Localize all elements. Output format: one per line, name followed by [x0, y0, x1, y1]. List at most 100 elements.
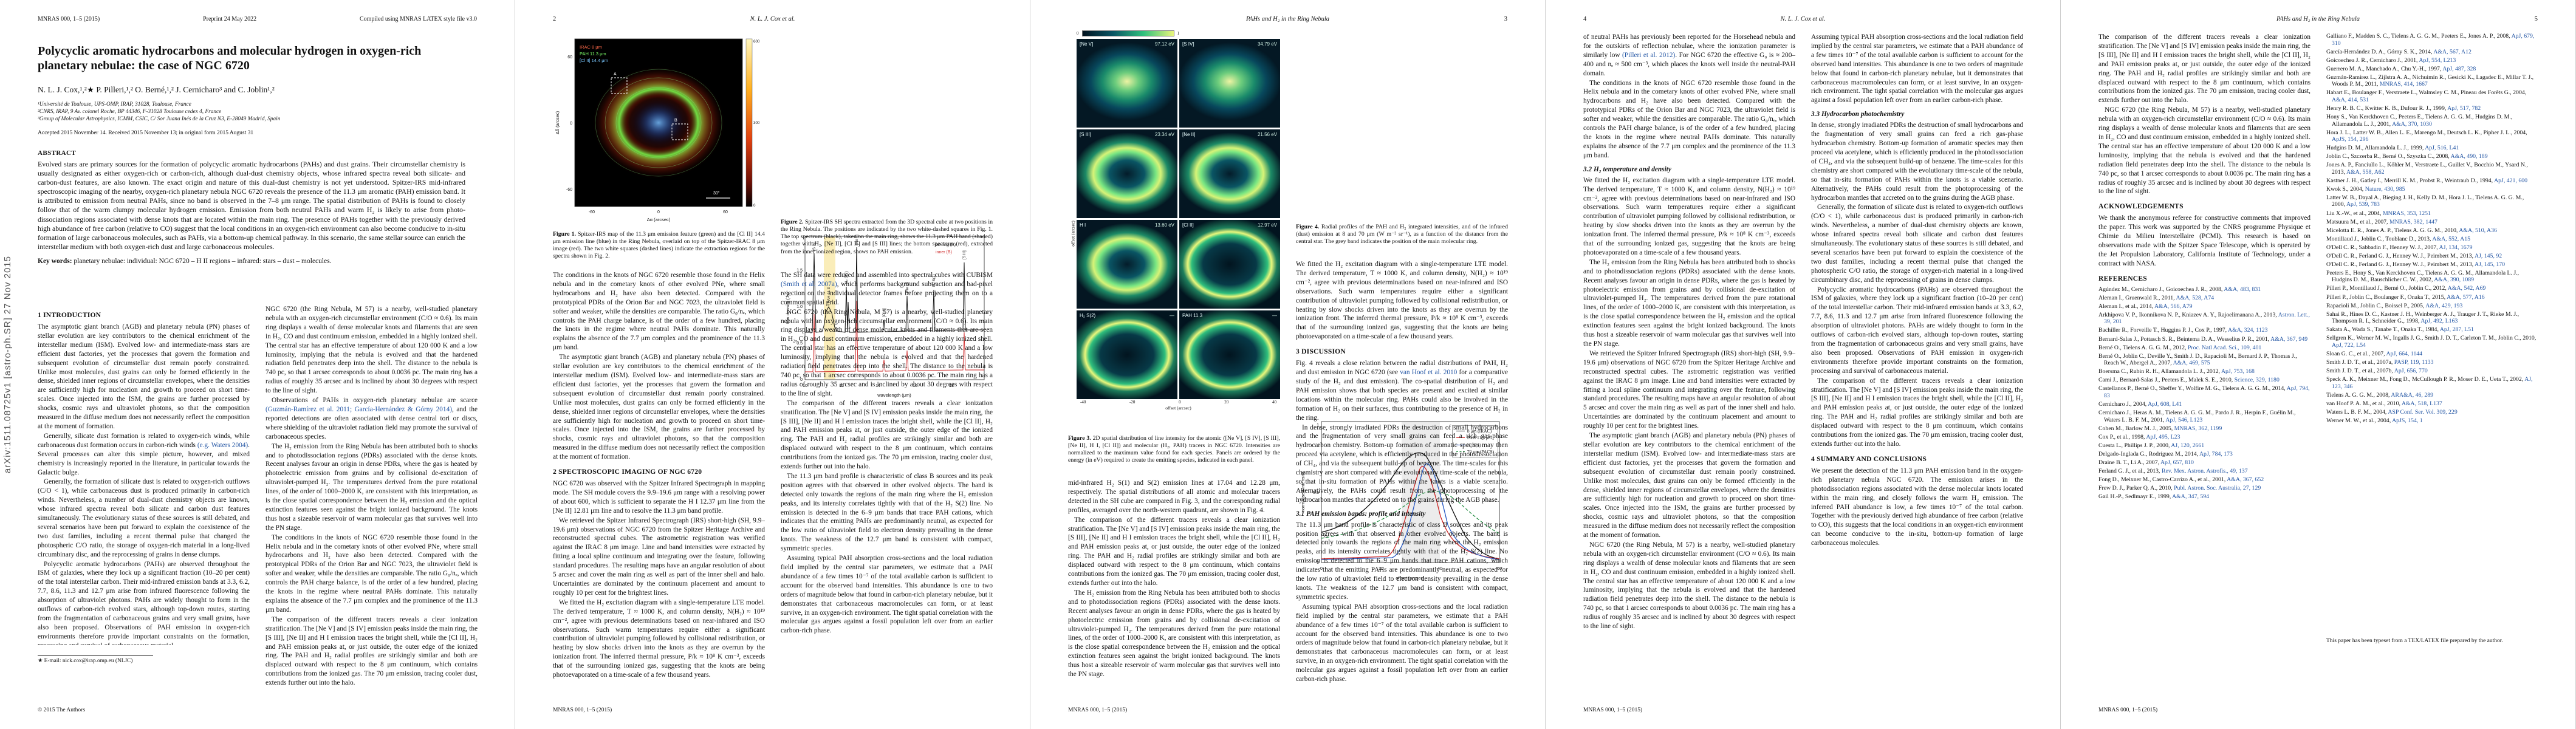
reference-journal-link[interactable]: ApJ, 287, L51: [2439, 326, 2474, 334]
citation-link[interactable]: van Hoof et al. 2010: [1400, 369, 1458, 377]
reference-journal-link[interactable]: ApJ, 554, L213: [2419, 56, 2456, 64]
body-paragraph: The comparison of the different tracers …: [2098, 33, 2311, 104]
reference-journal-link[interactable]: A&A, 324, 1123: [2228, 327, 2268, 334]
reference-authors: Rapacioli M., Joblin C., Boissel P., 200…: [2326, 302, 2425, 309]
reference-journal-link[interactable]: ApJ, 539, 783: [2346, 201, 2380, 208]
reference-journal-link[interactable]: A&A, 367, 652: [2227, 476, 2264, 483]
reference-authors: Liu X.-W., et al., 2004,: [2326, 210, 2382, 217]
reference-journal-link[interactable]: ApJ, 608, L41: [2148, 400, 2182, 408]
reference-entry: Arkhipova V. P., Ikonnikova N. P., Kniaz…: [2098, 312, 2311, 326]
reference-journal-link[interactable]: MNRAS, 362, 1199: [2174, 425, 2222, 432]
reference-journal-link[interactable]: A&A, 558, A62: [2346, 168, 2385, 176]
reference-journal-link[interactable]: ApJ, 722, L54: [2332, 341, 2366, 349]
reference-journal-link[interactable]: MNRAS, 353, 1251: [2382, 210, 2431, 217]
body-paragraph: mid-infrared H₂ S(1) and S(2) emission l…: [1068, 479, 1280, 514]
reference-journal-link[interactable]: ApJ, 517, 782: [2447, 104, 2481, 112]
reference-journal-link[interactable]: Proc. Natl Acad. Sci., 109, 401: [2187, 344, 2262, 351]
citation-link[interactable]: (Pilleri et al. 2012): [1622, 51, 1676, 59]
line-label: [S III]: [962, 250, 967, 259]
reference-journal-link[interactable]: A&A, 370, 1030: [2392, 120, 2432, 128]
reference-journal-link[interactable]: A&A, 347, 594: [2172, 493, 2210, 500]
x-tick: 60: [1497, 567, 1502, 571]
reference-journal-link[interactable]: A&A, 552, A15: [2432, 235, 2470, 242]
reference-journal-link[interactable]: Science, 329, 1180: [2234, 377, 2280, 384]
reference-journal-link[interactable]: ApJ, 753, 168: [2221, 368, 2255, 375]
body-paragraph: The conditions in the knots of NGC 6720 …: [1583, 79, 1795, 159]
panel-species-label: [S IV]: [1182, 41, 1194, 47]
reference-journal-link[interactable]: ApJ, 492, L163: [2420, 318, 2458, 325]
reference-entry: Boersma C., Rubin R. H., Allamandola L. …: [2098, 368, 2311, 375]
fig3-panel-h2: H₂ S(2) —: [1077, 310, 1177, 399]
reference-journal-link[interactable]: A&A, 577, A16: [2447, 293, 2485, 301]
reference-journal-link[interactable]: ApJ, 546, L123: [2165, 416, 2203, 423]
reference-authors: Sloan G. C., et al., 2007,: [2326, 350, 2385, 357]
reference-authors: Guzmán-Ramírez L., Zijlstra A. A., Níchu…: [2326, 74, 2534, 88]
reference-list-left: Agúndez M., Cernicharo J., Goicoechea J.…: [2098, 286, 2311, 501]
reference-journal-link[interactable]: A&A, 490, 189: [2450, 153, 2488, 160]
reference-journal-link[interactable]: ApJ, 421, 600: [2494, 177, 2528, 184]
figure-1-image: A B IRAC 8 μm PAH 11.3 μm [Cl II] 14.4 μ…: [555, 38, 760, 222]
reference-journal-link[interactable]: AJ, 120, 2661: [2171, 442, 2205, 449]
reference-journal-link[interactable]: A&A, 483, 831: [2224, 286, 2261, 293]
reference-entry: Guerrero M. A., Manchado A., Chu Y.-H., …: [2326, 66, 2538, 73]
reference-journal-link[interactable]: AJ, 145, 92: [2474, 252, 2502, 259]
reference-journal-link[interactable]: A&A, 510, A36: [2459, 227, 2497, 234]
reference-journal-link[interactable]: ApJ, 516, L41: [2425, 145, 2459, 152]
reference-journal-link[interactable]: ApJ, 657, 810: [2160, 459, 2194, 466]
reference-journal-link[interactable]: ARA&A, 46, 289: [2391, 391, 2434, 399]
reference-entry: Smith J. D. T., et al., 2007b, ApJ, 656,…: [2326, 368, 2538, 375]
citation-link[interactable]: (e.g. Waters 2004): [197, 441, 248, 449]
reference-journal-link[interactable]: ApJ, 495, L23: [2146, 433, 2180, 440]
figure-2: [S IV] PAH 11.3 H₂ S(2) [Ne II] [Cl II] …: [781, 229, 993, 414]
section-heading-summary: 4 SUMMARY AND CONCLUSIONS: [1811, 454, 1927, 463]
reference-journal-link[interactable]: MNRAS, 382, 1447: [2389, 218, 2437, 225]
affiliation-2: ²CNRS, IRAP, 9 Av. colonel Roche, BP 443…: [38, 109, 222, 115]
reference-journal-link[interactable]: A&A, 518, L137: [2401, 400, 2442, 407]
reference-journal-link[interactable]: ApJ, 679, 310: [2332, 33, 2535, 47]
reference-entry: Micelotta E. R., Jones A. P., Tielens A.…: [2326, 227, 2538, 234]
arxiv-stamp-text: arXiv:1511.08725v1 [astro-ph.SR] 27 Nov …: [2, 255, 13, 474]
reference-journal-link[interactable]: A&A, 542, A69: [2447, 285, 2486, 292]
reference-journal-link[interactable]: A&A, 528, A74: [2176, 294, 2215, 301]
x-tick: 0: [1320, 567, 1323, 571]
reference-journal-link[interactable]: A&A, 566, A79: [2154, 303, 2193, 310]
citation-link[interactable]: (Smith et al. 2007a): [781, 280, 837, 288]
reference-journal-link[interactable]: ApJS, 154, 296: [2332, 136, 2369, 143]
reference-journal-link[interactable]: ApJ, 664, 1144: [2386, 350, 2423, 357]
reference-journal-link[interactable]: ASP Conf. Ser. Vol. 309, 229: [2388, 408, 2458, 416]
reference-journal-link[interactable]: MNRAS, 414, 1667: [2379, 81, 2428, 88]
reference-journal-link[interactable]: AJ, 134, 1679: [2439, 244, 2473, 251]
reference-entry: Frew D. J., Parker Q. A., 2010, Publ. As…: [2098, 485, 2311, 492]
reference-journal-link[interactable]: AJ, 123, 346: [2332, 375, 2533, 390]
reference-journal-link[interactable]: A&A, 469, 575: [2173, 360, 2210, 367]
citation-link[interactable]: (Guzmán-Ramírez et al. 2011; García-Hern…: [265, 405, 452, 413]
page5-footer: MNRAS 000, 1–5 (2015): [2098, 707, 2158, 713]
y-tick: 0: [1317, 561, 1319, 565]
reference-journal-link[interactable]: ApJ, 656, 770: [2394, 367, 2428, 374]
reference-journal-link[interactable]: ApJ, 784, 173: [2199, 450, 2233, 457]
reference-journal-link[interactable]: A&A, 414, 531: [2332, 96, 2369, 103]
reference-journal-link[interactable]: Astron. Lett., 39, 201: [2104, 311, 2310, 326]
reference-authors: Tielens A. G. G. M., 2008,: [2326, 391, 2390, 399]
body-paragraph: Assuming typical PAH absorption cross-se…: [1811, 33, 2023, 104]
body-paragraph: Generally, the formation of silicate dus…: [38, 478, 250, 558]
reference-journal-link[interactable]: A&A, 567, A12: [2433, 48, 2472, 55]
panel-species-label: [Cl II]: [1182, 222, 1194, 228]
reference-journal-link[interactable]: A&A, 390, 1089: [2434, 276, 2475, 284]
reference-journal-link[interactable]: ApJ, 794, 83: [2104, 385, 2310, 399]
reference-journal-link[interactable]: ApJS, 154, 1: [2392, 417, 2423, 424]
reference-entry: Goicoechea J. R., Cernicharo J., 2001, A…: [2326, 57, 2538, 64]
reference-journal-link[interactable]: PASP, 119, 1133: [2394, 358, 2434, 366]
reference-journal-link[interactable]: Rev. Mex. Astron. Astrofis., 49, 137: [2161, 467, 2248, 474]
legend-label: 70 μm (PACS): [1467, 448, 1494, 454]
reference-journal-link[interactable]: Nature, 430, 985: [2365, 185, 2405, 193]
reference-journal-link[interactable]: A&A, 429, 193: [2425, 302, 2463, 309]
panel-species-label: [S III]: [1080, 132, 1091, 137]
line-label: PAH 11.3: [827, 287, 831, 303]
reference-journal-link[interactable]: ApJ, 487, 328: [2442, 65, 2476, 72]
reference-journal-link[interactable]: Publ. Astron. Soc. Australia, 27, 129: [2174, 484, 2261, 491]
reference-journal-link[interactable]: A&A, 367, 949: [2270, 335, 2308, 343]
body-paragraph: We retrieved the Spitzer Infrared Spectr…: [1583, 349, 1795, 430]
reference-journal-link[interactable]: AJ, 145, 170: [2474, 261, 2506, 268]
